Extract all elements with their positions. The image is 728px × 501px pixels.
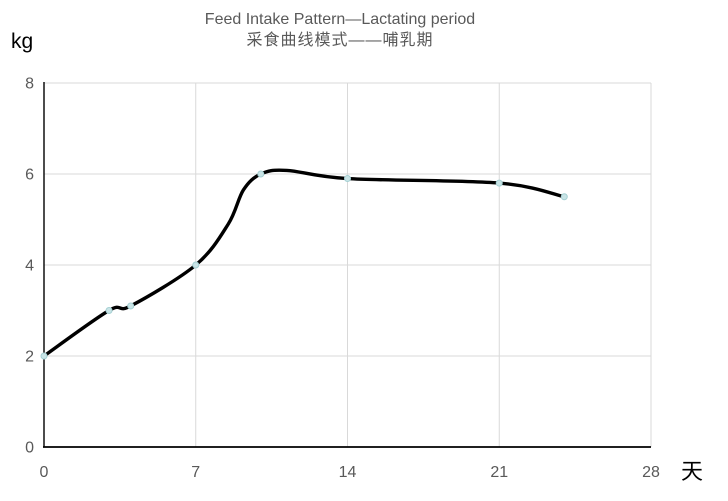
y-tick-label-2: 2 (25, 349, 34, 366)
y-tick-label-0: 0 (25, 440, 34, 457)
x-axis-unit-label: 天 (681, 459, 703, 484)
data-point-x10 (257, 170, 265, 178)
x-tick-label-14: 14 (339, 464, 357, 481)
y-tick-label-4: 4 (25, 258, 34, 275)
series-markers (40, 170, 568, 360)
x-tick-label-28: 28 (642, 464, 660, 481)
x-tick-label-21: 21 (490, 464, 508, 481)
x-tick-label-0: 0 (40, 464, 49, 481)
data-point-x21 (495, 179, 503, 187)
axes (43, 82, 651, 448)
gridlines (44, 82, 652, 447)
chart-subtitle: 采食曲线模式——哺乳期 (246, 32, 434, 49)
y-tick-label-6: 6 (25, 167, 34, 184)
tick-labels: 0 2 4 6 8 0 7 14 21 28 (25, 76, 660, 482)
data-point-x0 (40, 352, 48, 360)
data-point-x14 (344, 175, 351, 183)
data-point-x24 (560, 193, 568, 201)
data-point-x4 (127, 302, 135, 310)
y-axis-unit-label: kg (11, 30, 33, 53)
data-point-x7 (192, 261, 200, 269)
chart-title: Feed Intake Pattern—Lactating period (204, 11, 476, 28)
series-line (42, 168, 566, 358)
x-tick-label-7: 7 (191, 464, 200, 481)
data-point-x3 (105, 307, 113, 314)
y-tick-label-8: 8 (25, 76, 34, 93)
